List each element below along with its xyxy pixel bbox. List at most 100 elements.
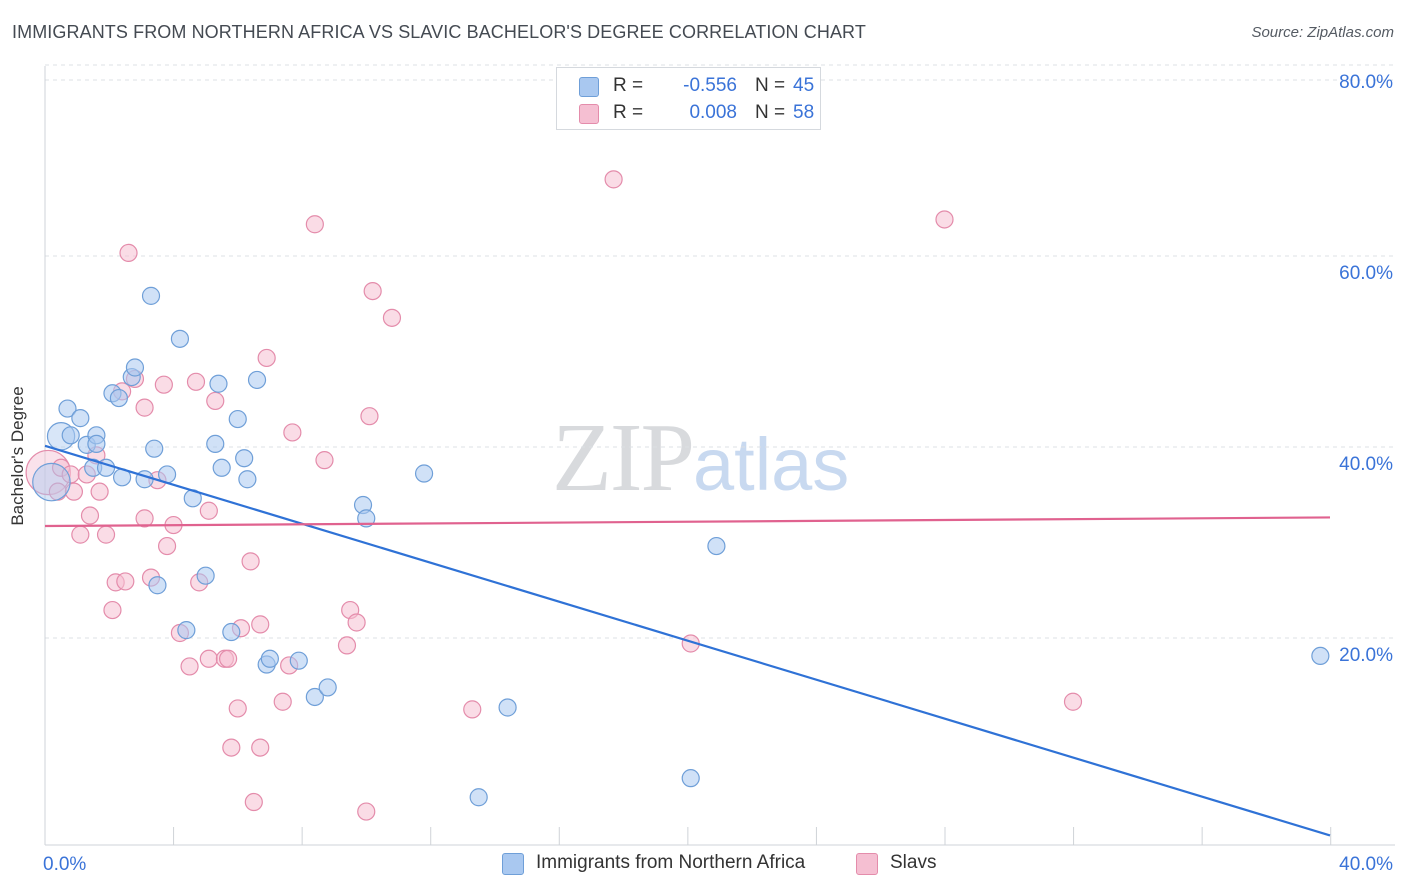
immigrants-point [318, 678, 337, 697]
blue-swatch-icon [502, 853, 524, 875]
immigrants-point [414, 464, 434, 483]
slavs-point [199, 649, 218, 668]
immigrants-point [170, 329, 190, 348]
immigrants-trend-line [44, 444, 1331, 837]
immigrants-point [177, 621, 196, 640]
slavs-point [283, 423, 302, 442]
n-label: N = [755, 75, 786, 96]
slavs-point [222, 738, 241, 757]
slavs-point [180, 657, 199, 676]
immigrants-point [469, 788, 488, 807]
legend-label: Slavs [890, 852, 937, 873]
slavs-point [206, 391, 225, 411]
pink-swatch-icon [579, 104, 599, 124]
n-label: N = [755, 102, 786, 123]
axis-layer [44, 66, 1395, 846]
immigrants-point [305, 687, 324, 707]
trend-layer [44, 444, 1331, 837]
y-axis-label: Bachelor's Degree [8, 386, 27, 526]
immigrants-point [32, 462, 71, 502]
slavs-point [363, 282, 382, 301]
slavs-point [103, 600, 122, 620]
slavs-point [463, 700, 482, 719]
slavs-point [154, 375, 173, 394]
slavs-point [347, 613, 366, 632]
n-value: 58 [793, 102, 815, 123]
immigrants-point [196, 566, 215, 585]
immigrants-point [61, 426, 80, 445]
immigrants-point [247, 370, 267, 390]
slavs-point [119, 243, 138, 262]
n-value: 45 [793, 75, 815, 96]
slavs-point [273, 692, 292, 711]
immigrants-point [357, 509, 376, 528]
stats-box: R = -0.556 N = 45 R = 0.008 N = 58 [556, 67, 821, 130]
immigrants-point [235, 449, 254, 468]
point-layer [25, 170, 1330, 821]
immigrants-point [228, 409, 247, 429]
x-tick-label: 0.0% [43, 854, 86, 875]
slavs-point [90, 482, 109, 501]
immigrants-point [206, 434, 225, 453]
slavs-point [219, 649, 238, 668]
immigrants-point [141, 286, 161, 305]
r-label: R = [613, 75, 644, 96]
r-value: 0.008 [689, 102, 737, 123]
immigrants-point [71, 409, 90, 428]
immigrants-point [125, 358, 145, 377]
pink-swatch-icon [856, 853, 878, 875]
immigrants-point [681, 769, 700, 788]
immigrants-point [289, 651, 308, 670]
slavs-point [244, 792, 263, 812]
chart-title: IMMIGRANTS FROM NORTHERN AFRICA VS SLAVI… [12, 22, 866, 42]
slavs-point [228, 699, 247, 718]
slavs-point [186, 372, 206, 391]
slavs-point [135, 398, 154, 417]
slavs-point [382, 308, 402, 327]
slavs-point [935, 210, 954, 229]
immigrants-point [58, 399, 77, 418]
immigrants-point [212, 458, 231, 477]
slavs-point [315, 451, 334, 470]
blue-swatch-icon [579, 77, 599, 97]
slavs-point [71, 525, 90, 544]
slavs-point [96, 525, 116, 544]
slavs-point [80, 506, 100, 525]
slavs-trend-line [44, 516, 1331, 528]
immigrants-point [238, 470, 257, 489]
immigrants-point [1311, 646, 1330, 666]
source-credit: Source: ZipAtlas.com [1251, 24, 1394, 41]
immigrants-point [109, 388, 128, 408]
slavs-point [337, 636, 357, 655]
slavs-point [157, 536, 177, 556]
slavs-point [135, 509, 154, 528]
slavs-point [357, 802, 376, 821]
slavs-point [604, 170, 623, 189]
slavs-point [305, 215, 324, 234]
y-tick-label: 20.0% [1339, 645, 1393, 666]
slavs-point [1063, 692, 1083, 711]
tick-label-layer: 0.0% 40.0% 20.0% 40.0% 60.0% 80.0% [43, 72, 1393, 875]
slavs-point [251, 615, 270, 634]
slavs-point [360, 407, 379, 426]
immigrants-point [222, 622, 241, 642]
x-tick-label: 40.0% [1339, 854, 1393, 875]
slavs-point [116, 572, 135, 591]
slavs-point [257, 348, 276, 368]
slavs-point [251, 738, 270, 757]
r-label: R = [613, 102, 644, 123]
y-tick-label: 40.0% [1339, 454, 1393, 475]
y-tick-label: 80.0% [1339, 72, 1393, 93]
r-value: -0.556 [683, 75, 737, 96]
immigrants-point [148, 576, 167, 595]
y-tick-label: 60.0% [1339, 263, 1393, 284]
immigrants-point [145, 439, 164, 458]
slavs-point [199, 501, 218, 520]
immigrants-point [707, 536, 726, 556]
immigrants-point [498, 698, 517, 717]
legend-label: Immigrants from Northern Africa [536, 852, 806, 873]
immigrants-point [87, 434, 106, 453]
slavs-point [241, 552, 260, 571]
immigrants-point [209, 374, 228, 393]
